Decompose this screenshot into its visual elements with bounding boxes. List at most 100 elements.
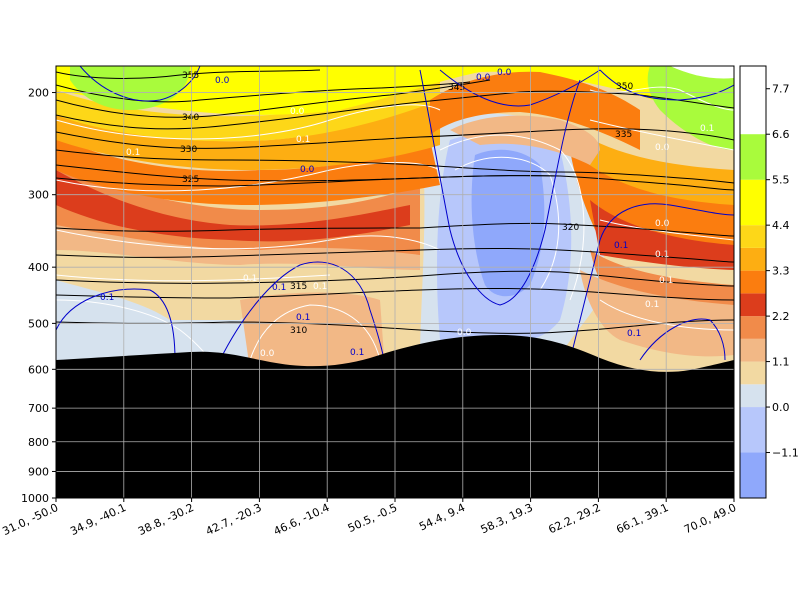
colorbar-band [740, 134, 766, 180]
colorbar-tick-label: 3.3 [772, 265, 790, 278]
x-tick-label: 62.2, 29.2 [546, 501, 602, 536]
blue-label: 0.0 [215, 76, 230, 86]
white-label: 0.1 [313, 282, 327, 292]
field-fill-gold-left [56, 80, 440, 142]
white-label: 0.1 [243, 274, 257, 284]
blue-contour [599, 69, 734, 101]
white-label: 0.0 [655, 143, 670, 153]
field-fill-salmon-lowleft [240, 292, 385, 376]
y-tick-label: 400 [28, 261, 49, 274]
blue-contour [439, 69, 601, 107]
white-label: 0.0 [457, 328, 472, 338]
colorbar-band [740, 270, 766, 294]
blue-label: 0.1 [627, 329, 641, 339]
x-tick-label: 58.3, 19.3 [479, 501, 535, 536]
theta-label: 305 [617, 371, 634, 381]
blue-label: 0.0 [497, 68, 512, 78]
y-tick-label: 900 [28, 465, 49, 478]
blue-contours [56, 66, 734, 371]
x-tick-label: 42.7, -20.3 [204, 501, 264, 538]
theta-contour [56, 222, 734, 237]
theta-label: 335 [615, 130, 632, 140]
field-fill-red-right [590, 200, 734, 270]
theta-label: 355 [182, 71, 199, 81]
colorbar-tick-label: 5.5 [772, 174, 790, 187]
x-tick-label: 34.9, -40.1 [68, 501, 128, 538]
blue-label: 0.1 [100, 293, 114, 303]
y-tick-label: 300 [28, 189, 49, 202]
white-label: 0.1 [126, 148, 140, 158]
colorbar-band [740, 452, 766, 498]
blue-contour [219, 261, 386, 371]
y-axis: 200 300 400 500 600 700 800 900 1000 [21, 87, 56, 505]
field-fill-white-corner [670, 66, 734, 79]
theta-contour-labels: 355 340 330 325 345 350 335 320 315 310 … [180, 71, 634, 381]
y-tick-label: 500 [28, 317, 49, 330]
white-contour [249, 304, 381, 361]
blue-label: 0.1 [296, 313, 310, 323]
white-contour [439, 134, 585, 301]
y-tick-label: 700 [28, 402, 49, 415]
white-label: 0.0 [260, 349, 275, 359]
blue-label: 0.0 [476, 73, 491, 83]
theta-contour [56, 288, 734, 301]
theta-contour [56, 248, 734, 263]
white-contour [454, 156, 560, 291]
theta-label: 310 [290, 326, 307, 336]
colorbar-band [740, 384, 766, 408]
colorbar: −1.1 0.0 1.1 2.2 3.3 4.4 5.5 6.6 7.7 [739, 65, 799, 499]
theta-contour [56, 175, 561, 187]
field-fill-green-right [647, 66, 734, 150]
colorbar-band [740, 179, 766, 226]
colorbar-tick-label: 2.2 [772, 310, 790, 323]
theta-label: 350 [616, 82, 633, 92]
white-contour [56, 274, 331, 282]
theta-label: 315 [290, 282, 307, 292]
theta-contour [56, 128, 734, 149]
theta-label: 345 [448, 83, 465, 93]
theta-label: 320 [562, 223, 579, 233]
white-contour [56, 229, 441, 251]
colorbar-tick-label: −1.1 [772, 447, 799, 460]
theta-label: 305 [305, 369, 322, 379]
blue-label: 0.1 [614, 241, 628, 251]
x-tick-label: 50.5, -0.5 [346, 501, 399, 535]
colorbar-frame [739, 65, 767, 499]
white-contour [599, 299, 734, 331]
x-tick-label: 70.0, 49.0 [682, 501, 738, 536]
colorbar-band [740, 293, 766, 317]
y-tick-label: 800 [28, 436, 49, 449]
theta-label: 330 [180, 145, 197, 155]
x-tick-label: 46.6, -10.4 [272, 501, 332, 538]
colorbar-tick-label: 4.4 [772, 219, 790, 232]
white-label: 0.1 [700, 124, 714, 134]
colorbar-band [740, 316, 766, 339]
colorbar-tick-label: 1.1 [772, 356, 790, 369]
colorbar-tick-label: 6.6 [772, 128, 790, 141]
theta-label: 340 [182, 113, 199, 123]
white-label: 0.1 [645, 300, 659, 310]
blue-contour-labels: 0.0 0.0 0.0 0.1 0.1 0.1 0.1 0.1 0.1 0.0 [100, 68, 641, 358]
field-fill-bright-orange-left [56, 135, 440, 205]
blue-label: 0.1 [350, 348, 364, 358]
x-tick-label: 66.1, 39.1 [614, 501, 670, 536]
theta-contour [56, 81, 471, 103]
theta-label: 325 [182, 175, 199, 185]
white-contour [56, 162, 441, 192]
white-label: 0.0 [655, 219, 670, 229]
blue-contour [569, 203, 734, 361]
white-label: 0.0 [290, 107, 305, 117]
theta-contour [56, 79, 491, 118]
field-fill-red-left [56, 170, 410, 242]
blue-contour [56, 288, 176, 361]
white-label: 0.1 [655, 250, 669, 260]
colorbar-band [740, 247, 766, 271]
y-tick-label: 1000 [21, 492, 49, 505]
y-tick-label: 600 [28, 363, 49, 376]
blue-label: 0.0 [300, 165, 315, 175]
theta-contours [56, 69, 734, 376]
colorbar-tick-label: 7.7 [772, 83, 790, 96]
field-fill-orange-plume [430, 71, 640, 150]
white-contours [56, 86, 734, 371]
